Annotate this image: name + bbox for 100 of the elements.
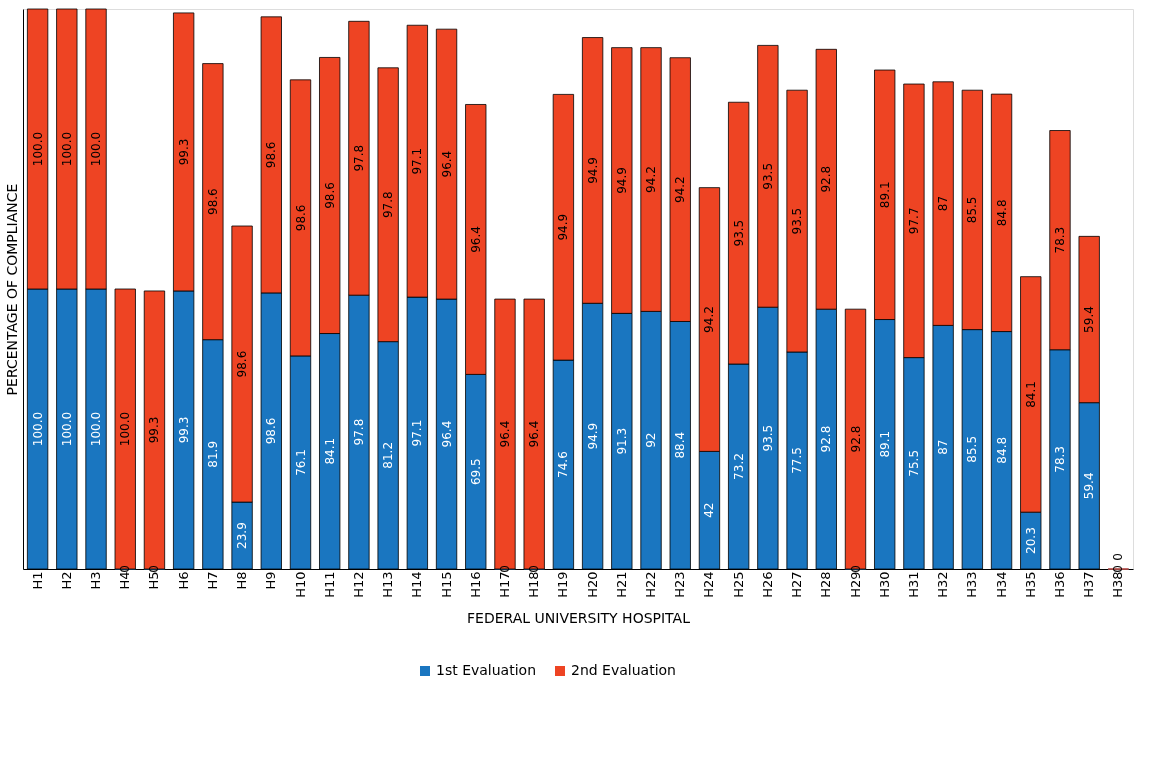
x-tick-label: H37 [1081,571,1097,598]
x-tick-label: H18 [526,571,542,598]
data-label: 94.9 [585,422,600,450]
x-tick-label: H25 [730,571,746,598]
x-tick-label: H7 [204,571,220,590]
data-label: 96.4 [439,420,454,448]
data-label: 94.9 [556,213,571,241]
x-tick-label: H10 [292,571,308,598]
x-tick-label: H13 [380,571,396,598]
x-tick-label: H6 [175,571,191,590]
data-label: 97.8 [351,144,366,172]
x-tick-label: H20 [584,571,600,598]
data-label: 20.3 [1023,527,1038,554]
x-tick-label: H1 [29,571,45,590]
data-label: 78.3 [1052,226,1067,254]
x-tick-label: H14 [409,571,425,598]
data-label: 91.3 [614,427,629,455]
data-label: 100.0 [30,411,45,447]
data-label: 93.5 [790,207,805,235]
data-label: 0 [1111,553,1126,561]
x-tick-label: H4 [117,571,133,590]
data-label: 23.9 [235,522,250,549]
data-label: 96.4 [527,420,542,448]
data-label: 93.5 [731,219,746,247]
x-tick-label: H27 [789,571,805,598]
data-label: 98.6 [264,417,279,445]
data-label: 69.5 [468,458,483,486]
legend-label: 2nd Evaluation [571,662,676,678]
x-tick-label: H2 [58,571,74,590]
data-label: 98.6 [322,182,337,209]
data-label: 87 [936,195,951,212]
data-label: 0 [147,565,162,573]
x-tick-label: H28 [818,571,834,598]
data-label: 92 [644,432,659,448]
data-label: 97.1 [410,147,425,175]
data-label: 94.9 [614,167,629,194]
data-label: 96.4 [497,420,512,448]
data-label: 100.0 [89,411,104,447]
x-tick-label: H9 [263,571,279,590]
x-tick-label: H17 [496,571,512,598]
data-label: 98.6 [235,350,250,378]
data-label: 74.6 [556,451,571,478]
data-label: 75.5 [906,449,921,477]
data-label: 94.2 [702,306,717,333]
data-label: 99.3 [176,138,191,166]
data-label: 84.8 [994,199,1009,227]
x-tick-label: H29 [847,571,863,598]
x-tick-label: H24 [701,571,717,598]
x-tick-label: H30 [876,571,892,598]
data-label: 76.1 [293,449,308,476]
data-label: 100.0 [30,131,45,167]
x-tick-label: H16 [467,571,483,598]
data-label: 77.5 [790,447,805,474]
data-label: 98.6 [205,188,220,215]
x-tick-label: H26 [759,571,775,598]
x-tick-label: H12 [350,571,366,598]
x-tick-label: H33 [964,571,980,598]
data-label: 94.2 [673,176,688,203]
data-label: 100.0 [59,131,74,167]
x-tick-label: H21 [613,571,629,598]
x-tick-label: H38 [1110,571,1126,598]
data-label: 100.0 [118,411,133,447]
data-label: 88.4 [673,431,688,459]
x-tick-label: H35 [1022,571,1038,598]
x-tick-label: H32 [935,571,951,598]
data-label: 59.4 [1082,306,1097,333]
data-label: 0 [497,565,512,573]
data-label: 99.3 [176,416,191,444]
x-tick-label: H19 [555,571,571,598]
data-label: 97.1 [410,419,425,447]
data-label: 81.9 [205,440,220,468]
data-label: 96.4 [439,150,454,178]
data-label: 92.8 [819,425,834,453]
data-label: 87 [936,439,951,455]
data-label: 100.0 [89,131,104,167]
data-label: 78.3 [1052,446,1067,473]
data-label: 84.8 [994,436,1009,464]
data-label: 92.8 [848,425,863,453]
x-tick-label: H8 [234,571,250,590]
x-tick-label: H11 [321,571,337,598]
data-label: 94.9 [585,157,600,184]
data-label: 84.1 [1023,381,1038,408]
legend-label: 1st Evaluation [436,662,537,678]
data-label: 89.1 [877,430,892,458]
x-axis-title: FEDERAL UNIVERSITY HOSPITAL [467,609,691,626]
data-label: 100.0 [59,411,74,447]
data-label: 84.1 [322,437,337,465]
x-tick-label: H36 [1051,571,1067,598]
data-label: 0 [848,565,863,573]
x-tick-label: H15 [438,571,454,598]
data-label: 89.1 [877,181,892,209]
data-label: 98.6 [264,141,279,169]
x-tick-label: H3 [88,571,104,590]
data-label: 85.5 [965,196,980,224]
data-label: 94.2 [644,166,659,193]
x-tick-label: H5 [146,571,162,590]
x-tick-label: H31 [905,571,921,598]
data-label: 97.8 [351,418,366,446]
data-label: 99.3 [147,416,162,444]
data-label: 85.5 [965,435,980,463]
